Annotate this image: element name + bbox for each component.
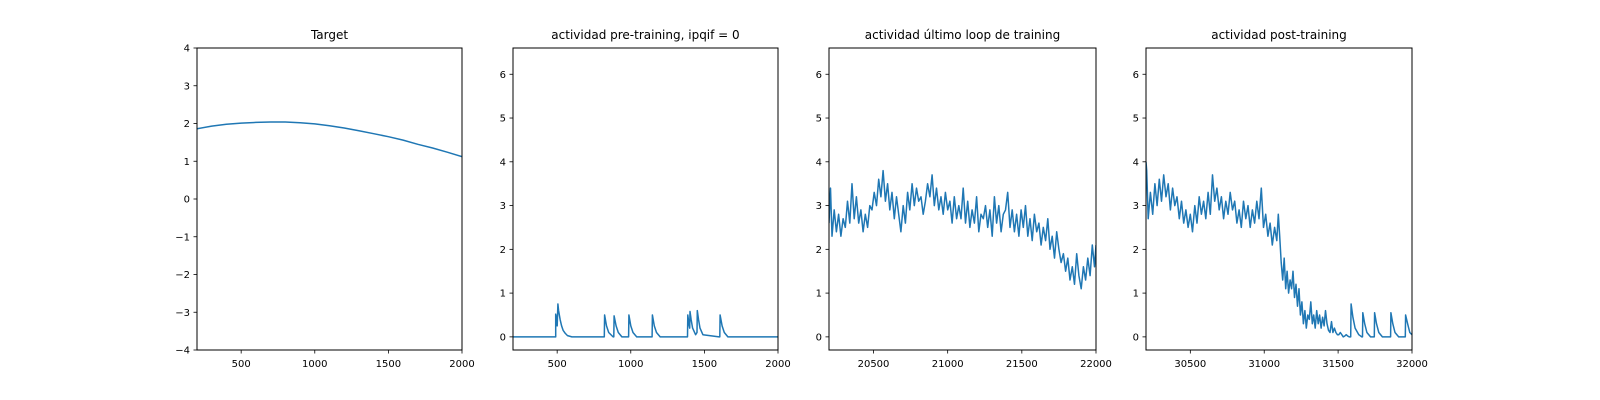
y-tick-label: −4: [175, 346, 190, 357]
x-tick-label: 30500: [1174, 359, 1206, 370]
x-tick-label: 22000: [1080, 359, 1112, 370]
y-tick-label: 5: [816, 114, 822, 125]
x-tick-label: 31500: [1322, 359, 1354, 370]
x-tick-label: 31000: [1248, 359, 1280, 370]
series-line: [513, 303, 778, 338]
x-tick-label: 2000: [449, 359, 474, 370]
panel-pre-training: 500 1000 1500 2000 0 1 2 3 4 5 6 actividad pre-trai…: [500, 28, 791, 370]
y-tick-label: −3: [175, 308, 190, 319]
x-tick-label: 1000: [302, 359, 327, 370]
y-tick-label: 2: [816, 245, 822, 256]
x-tick-label: 1500: [692, 359, 717, 370]
y-tick-label: 0: [500, 332, 506, 343]
y-tick-label: 4: [500, 157, 506, 168]
x-tick-label: 1000: [618, 359, 643, 370]
x-tick-label: 500: [232, 359, 251, 370]
y-tick-label: 2: [1133, 245, 1139, 256]
axes-frame: [196, 47, 463, 351]
chart-title: actividad post-training: [1211, 28, 1347, 42]
x-tick-label: 21000: [932, 359, 964, 370]
chart-title: actividad pre-training, ipqif = 0: [551, 28, 739, 42]
y-tick-label: −1: [175, 232, 190, 243]
y-tick-label: 0: [816, 332, 822, 343]
series-line: [829, 169, 1096, 290]
y-tick-label: 1: [500, 289, 506, 300]
chart-title: Target: [310, 28, 348, 42]
panel-last-training-loop: 20500 21000 21500 22000 0 1 2 3 4 5 6 actividad últ…: [816, 28, 1112, 370]
y-tick-label: 4: [184, 44, 190, 55]
y-tick-label: 4: [816, 157, 822, 168]
series-line: [1146, 161, 1412, 338]
axes-frame: [1145, 47, 1413, 351]
y-tick-label: 1: [816, 289, 822, 300]
y-tick-label: 2: [184, 119, 190, 130]
x-tick-label: 500: [548, 359, 567, 370]
y-tick-label: 3: [184, 81, 190, 92]
x-tick-label: 21500: [1006, 359, 1038, 370]
y-tick-label: −2: [175, 270, 190, 281]
y-tick-label: 0: [184, 195, 190, 206]
y-tick-label: 6: [816, 70, 822, 81]
y-tick-label: 1: [1133, 289, 1139, 300]
y-tick-label: 0: [1133, 332, 1139, 343]
y-tick-label: 2: [500, 245, 506, 256]
axes-frame: [828, 47, 1097, 351]
y-tick-label: 5: [1133, 114, 1139, 125]
y-tick-label: 5: [500, 114, 506, 125]
y-tick-label: 1: [184, 157, 190, 168]
y-tick-label: 4: [1133, 157, 1139, 168]
axes-frame: [512, 47, 779, 351]
x-tick-label: 2000: [765, 359, 790, 370]
y-tick-label: 6: [500, 70, 506, 81]
chart-title: actividad último loop de training: [865, 28, 1060, 42]
y-tick-label: 3: [1133, 201, 1139, 212]
y-tick-label: 6: [1133, 70, 1139, 81]
series-line: [197, 121, 462, 158]
panel-post-training: 30500 31000 31500 32000 0 1 2 3 4 5 6 actividad pos…: [1133, 28, 1428, 370]
y-tick-label: 3: [500, 201, 506, 212]
x-tick-label: 20500: [858, 359, 890, 370]
y-tick-label: 3: [816, 201, 822, 212]
x-tick-label: 1500: [376, 359, 401, 370]
x-tick-label: 32000: [1396, 359, 1428, 370]
panel-target: 500 1000 1500 2000 −4 −3 −2 −1 0 1 2 3 4 Target: [175, 28, 474, 370]
